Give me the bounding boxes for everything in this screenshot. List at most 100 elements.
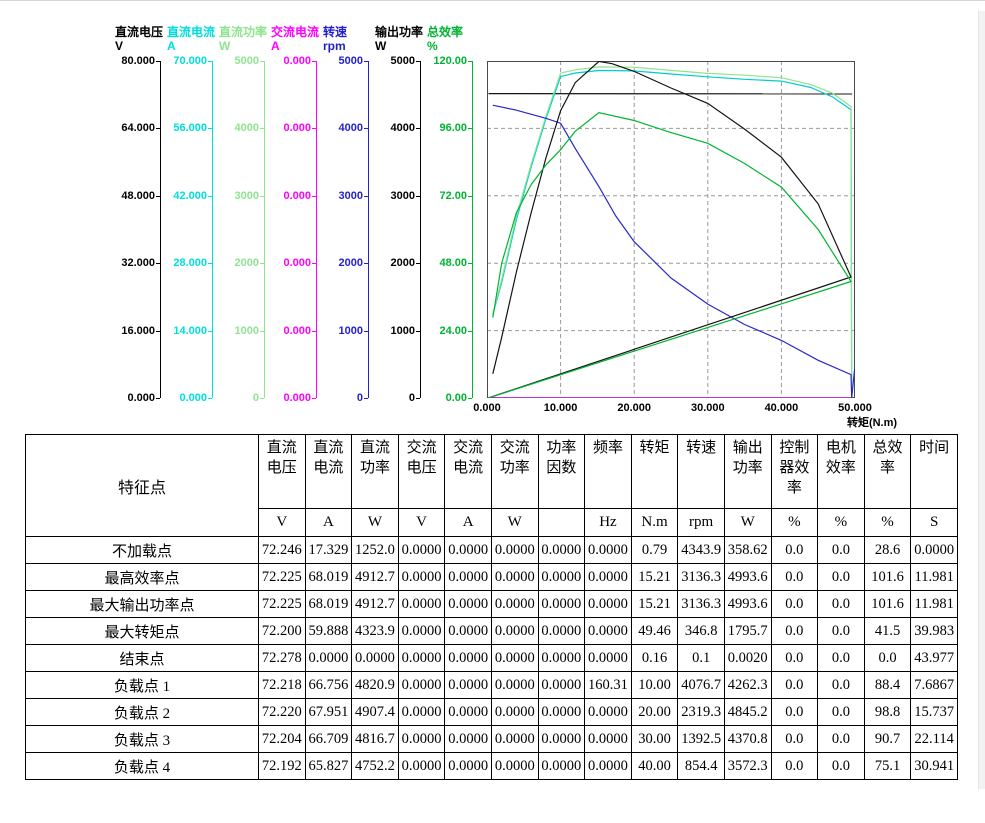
axis-tick-mark	[416, 195, 420, 197]
cell-3-8: 49.46	[630, 617, 679, 645]
axis-tick-label: 5000	[338, 55, 363, 67]
cell-3-12: 0.0	[817, 617, 865, 645]
cell-7-9: 1392.5	[677, 725, 725, 753]
axis-tick-mark	[468, 61, 472, 62]
cell-6-2: 4907.4	[351, 698, 399, 726]
cell-0-14: 0.0000	[910, 536, 958, 564]
axis-tick-mark	[208, 128, 212, 130]
table-row-8: 负载点 4 72.192 65.827 4752.2 0.0000 0.0000 0.000…	[25, 752, 958, 780]
axis-tick-label: 0	[408, 392, 415, 404]
axis-tick-mark	[208, 61, 212, 62]
axis-tick-label: 0.000	[179, 392, 207, 404]
col-header-10: 输出 功率	[723, 434, 772, 509]
cell-2-3: 0.0000	[397, 590, 446, 618]
axis-tick-mark	[156, 61, 160, 62]
col-unit-7: Hz	[584, 508, 632, 537]
row-label-6: 负载点 2	[25, 698, 259, 726]
x-tick-label-1: 10.000	[543, 402, 578, 414]
cell-4-0: 72.278	[258, 644, 306, 672]
axis-name: 直流电流	[167, 25, 216, 39]
curve-6	[488, 112, 852, 398]
axis-unit: V	[115, 39, 124, 53]
axis-3: 交流电流 A 0.000 0.000 0.000 0.000 0.000 0.000	[268, 25, 320, 404]
cell-0-1: 17.329	[304, 536, 353, 564]
axis-unit: %	[427, 39, 438, 53]
cell-5-11: 0.0	[770, 671, 819, 699]
cell-5-7: 160.31	[584, 671, 632, 699]
cell-8-11: 0.0	[770, 752, 819, 780]
cell-5-2: 4820.9	[351, 671, 399, 699]
cell-5-6: 0.0000	[537, 671, 586, 699]
cell-1-6: 0.0000	[537, 563, 586, 591]
axis-tick-label: 48.00	[439, 257, 467, 270]
cell-1-13: 101.6	[863, 563, 912, 591]
cell-8-3: 0.0000	[397, 752, 446, 780]
axis-tick-label: 28.000	[173, 257, 207, 270]
cell-0-11: 0.0	[770, 536, 819, 564]
col-header-13: 总效 率	[863, 434, 912, 509]
cell-2-13: 101.6	[863, 590, 912, 618]
col-header-0: 直流 电压	[258, 434, 306, 509]
cell-0-10: 358.62	[723, 536, 772, 564]
cell-7-0: 72.204	[258, 725, 306, 753]
table-body: 不加载点 72.246 17.329 1252.0 0.0000 0.0000 0.0000…	[25, 536, 958, 780]
axis-tick-mark	[208, 398, 212, 399]
cell-5-9: 4076.7	[677, 671, 725, 699]
axis-line	[212, 61, 213, 398]
axis-tick-label: 14.000	[173, 324, 207, 337]
cell-1-7: 0.0000	[584, 563, 632, 591]
col-header-8: 转矩	[630, 434, 679, 509]
cell-2-0: 72.225	[258, 590, 306, 618]
cell-8-1: 65.827	[304, 752, 353, 780]
axis-line	[316, 61, 317, 398]
axis-tick-mark	[312, 263, 316, 265]
axis-tick-label: 0.000	[283, 189, 311, 202]
cell-7-11: 0.0	[770, 725, 819, 753]
x-tick-label-5: 50.000	[838, 402, 872, 414]
row-label-4: 结束点	[25, 644, 259, 672]
cell-6-5: 0.0000	[490, 698, 539, 726]
axis-tick-label: 5000	[234, 55, 259, 67]
axis-scale-5: 5000 4000 3000 2000 1000 0	[372, 55, 424, 404]
axis-tick-mark	[416, 128, 420, 130]
table-row-3: 最大转矩点 72.200 59.888 4323.9 0.0000 0.0000 0.000…	[25, 617, 958, 645]
cell-3-7: 0.0000	[584, 617, 632, 645]
axis-tick-mark	[312, 61, 316, 62]
axis-tick-mark	[364, 263, 368, 265]
cell-3-5: 0.0000	[490, 617, 539, 645]
cell-6-10: 4845.2	[723, 698, 772, 726]
table-row-6: 负载点 2 72.220 67.951 4907.4 0.0000 0.0000 0.000…	[25, 698, 958, 726]
col-header-6: 功率 因数	[537, 434, 586, 509]
axis-header-0: 直流电压 V	[112, 25, 164, 61]
table-row-1: 最高效率点 72.225 68.019 4912.7 0.0000 0.0000 0.000…	[25, 563, 958, 591]
cell-4-10: 0.0020	[723, 644, 772, 672]
col-unit-6	[537, 508, 586, 537]
axis-tick-mark	[468, 263, 472, 265]
col-header-9: 转速	[677, 434, 725, 509]
axis-tick-mark	[156, 263, 160, 265]
cell-6-12: 0.0	[817, 698, 865, 726]
axis-tick-label: 0.000	[283, 392, 311, 404]
cell-6-11: 0.0	[770, 698, 819, 726]
axis-line	[420, 61, 421, 398]
axis-tick-label: 2000	[234, 257, 259, 270]
col-header-12: 电机 效率	[817, 434, 865, 509]
table-row-0: 不加载点 72.246 17.329 1252.0 0.0000 0.0000 0.0000…	[25, 536, 958, 564]
cell-0-8: 0.79	[630, 536, 679, 564]
axis-tick-label: 48.000	[121, 189, 155, 202]
axis-unit: W	[219, 39, 231, 53]
axis-scale-0: 80.000 64.000 48.000 32.000 16.000 0.000	[112, 55, 164, 404]
cell-6-1: 67.951	[304, 698, 353, 726]
axis-header-5: 输出功率 W	[372, 25, 424, 61]
axis-name: 直流功率	[219, 25, 268, 39]
cell-6-3: 0.0000	[397, 698, 446, 726]
cell-6-9: 2319.3	[677, 698, 725, 726]
axis-tick-label: 4000	[234, 122, 259, 135]
curve-5	[488, 61, 852, 398]
cell-8-8: 40.00	[630, 752, 679, 780]
axis-5: 输出功率 W 5000 4000 3000 2000 1000 0	[372, 25, 424, 404]
results-table: 特征点 直流 电压 直流 电流 直流 功率 交流 电压 交流 电流 交流 功率 功率 因数 频率…	[25, 434, 958, 780]
axis-unit: rpm	[323, 39, 346, 53]
axis-line	[264, 61, 265, 398]
